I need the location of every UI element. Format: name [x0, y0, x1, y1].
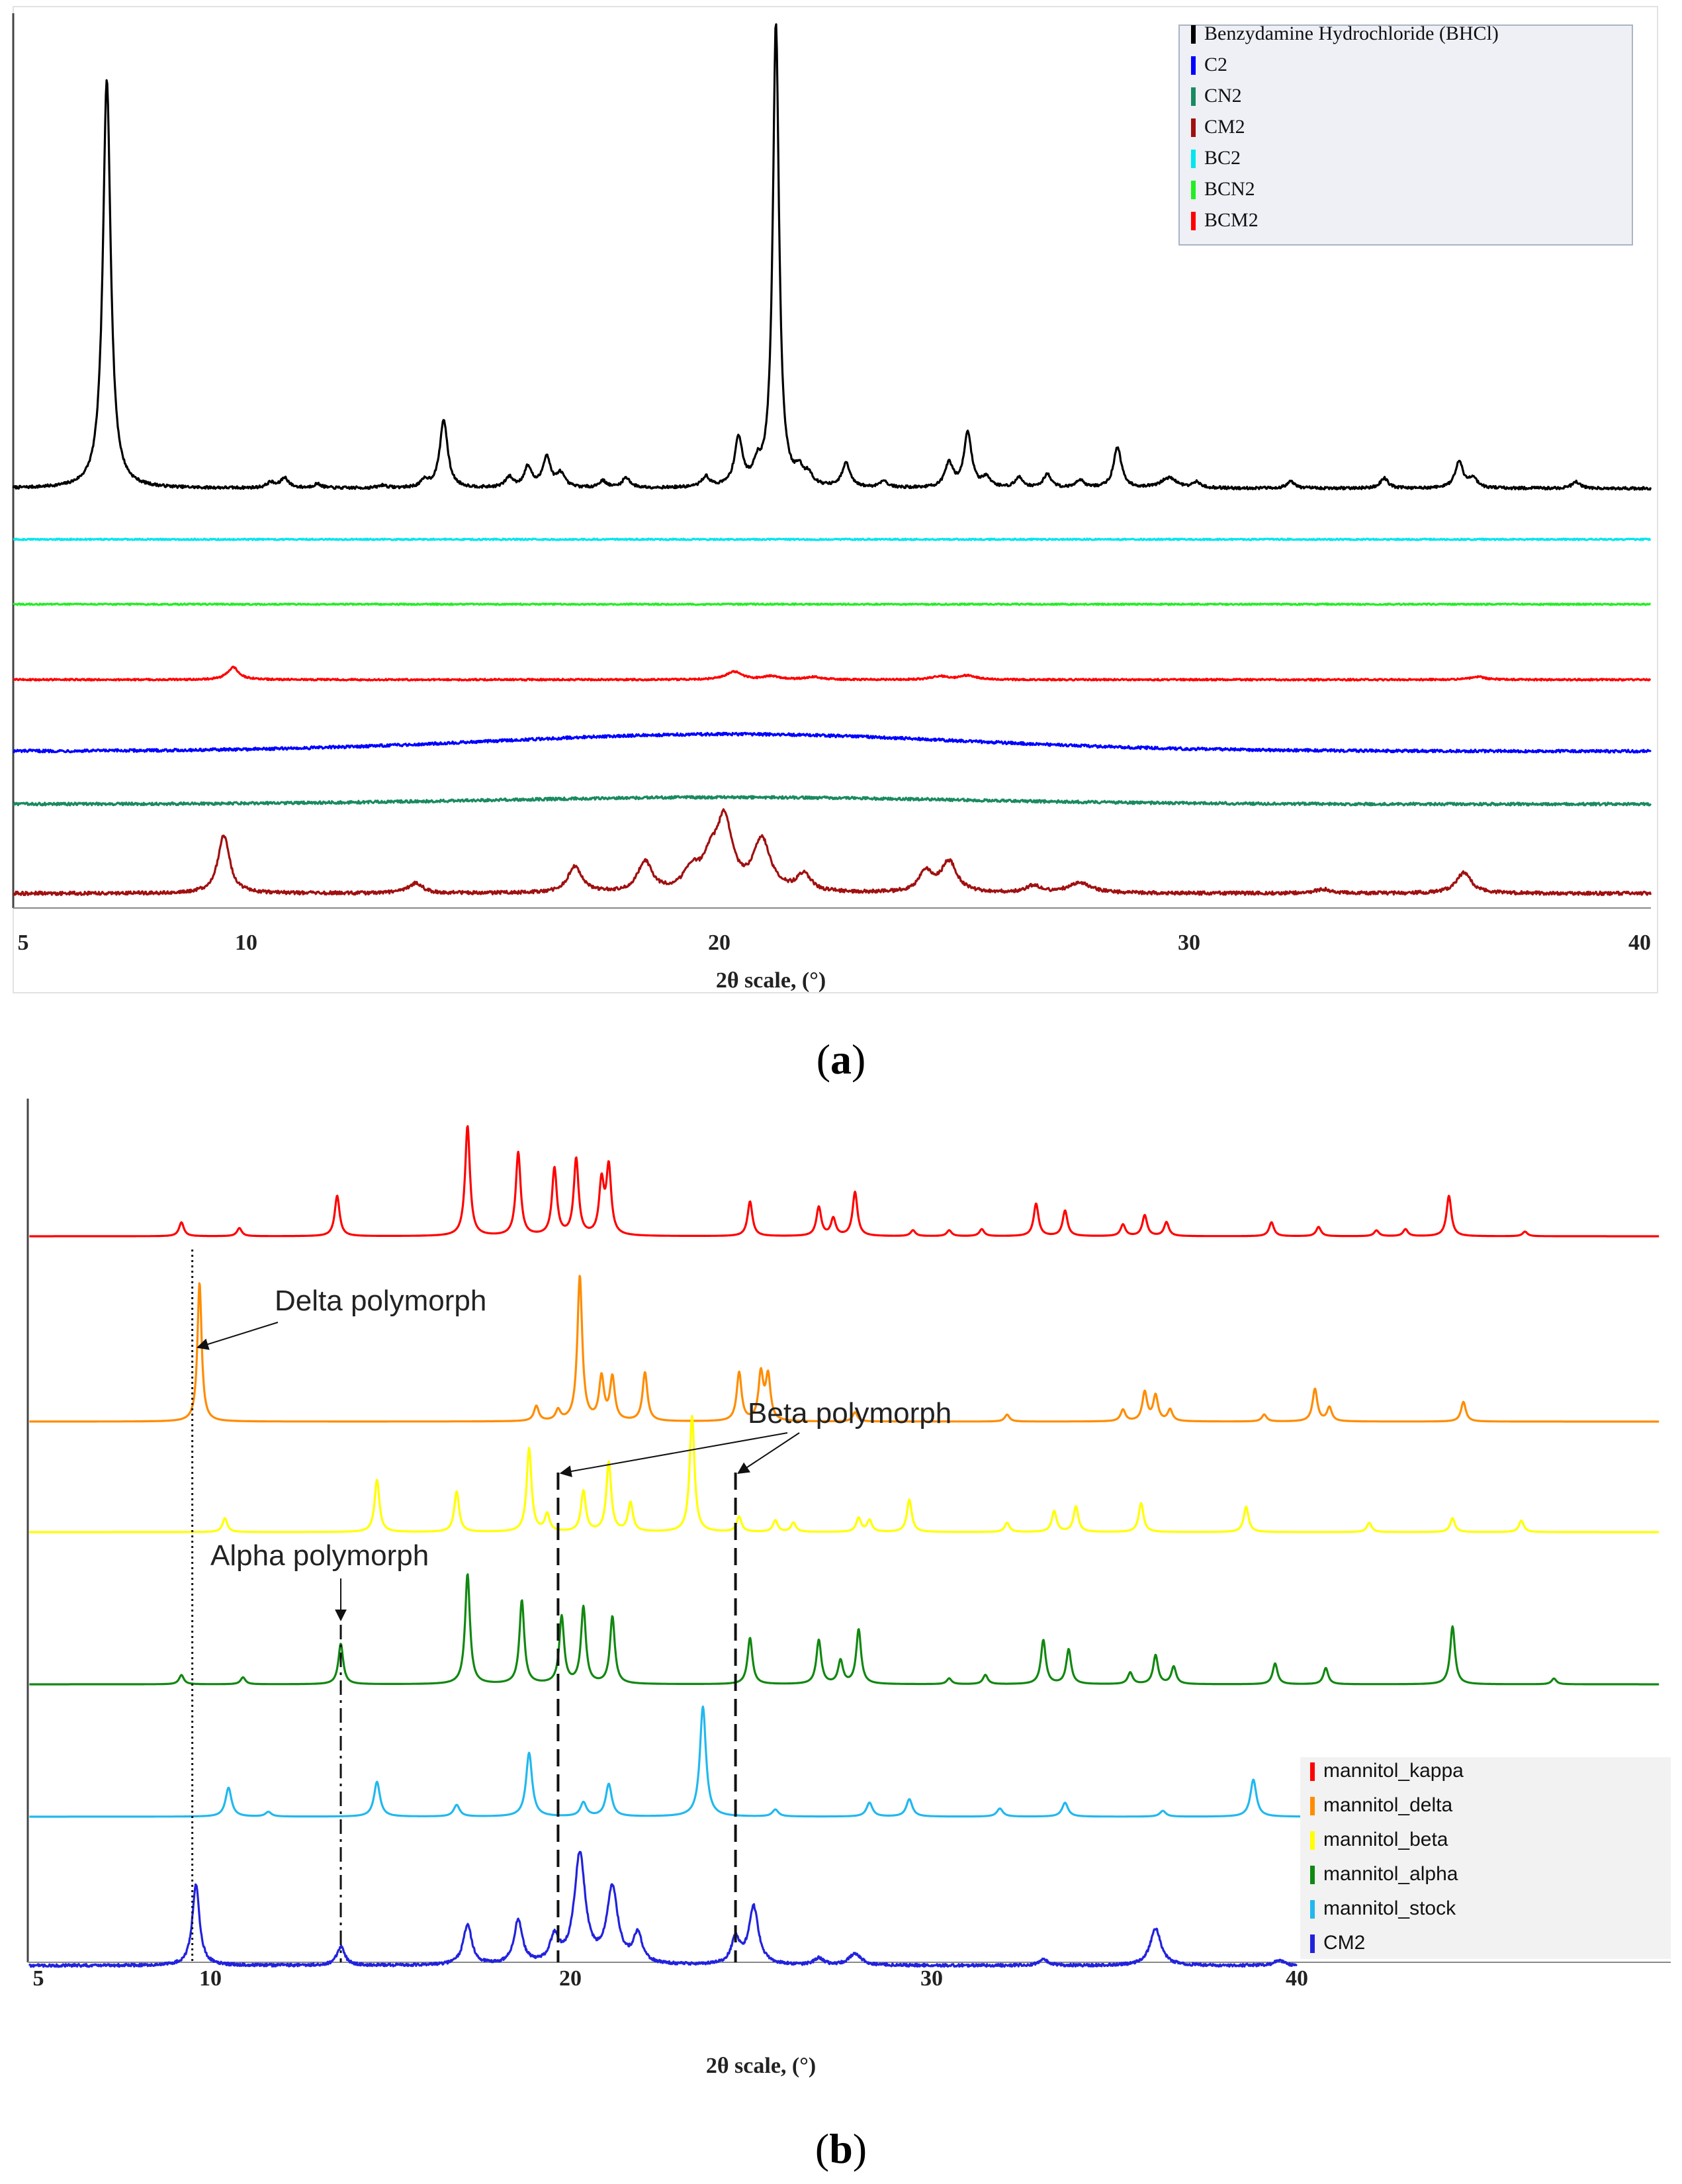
- series-bcm2-line: [12, 665, 1652, 682]
- legend-swatch: [1191, 87, 1196, 106]
- legend-entry-cm2: CM2: [1323, 1932, 1365, 1954]
- legend-entry-mannitol-beta: mannitol_beta: [1323, 1829, 1448, 1850]
- legend-entry-bcn2: BCN2: [1204, 178, 1255, 200]
- legend-entry-bcm2: BCM2: [1204, 209, 1259, 231]
- series-mannitol-kappa-line: [28, 1125, 1660, 1238]
- legend-swatch: [1191, 118, 1196, 137]
- beta-annotation-arrow-2: [737, 1432, 800, 1474]
- beta-polymorph-annotation: Beta polymorph: [748, 1397, 952, 1430]
- legend-entry-benzydamine-hydrochloride-bhcl: Benzydamine Hydrochloride (BHCl): [1204, 23, 1499, 44]
- panel-b-label: (b): [815, 2125, 867, 2172]
- panel-b-x-axis-label: 2θ scale, (°): [706, 2054, 816, 2078]
- panel-b-legend-box: [1300, 1757, 1671, 1959]
- legend-swatch: [1191, 181, 1196, 199]
- series-mannitol-beta-line: [28, 1414, 1660, 1533]
- legend-entry-mannitol-kappa: mannitol_kappa: [1323, 1760, 1464, 1782]
- legend-swatch: [1310, 1762, 1315, 1781]
- legend-swatch: [1191, 56, 1196, 75]
- legend-swatch: [1191, 25, 1196, 44]
- x-tick-label: 20: [559, 1966, 582, 1991]
- series-mannitol-alpha-line: [28, 1573, 1660, 1686]
- panel-a-x-axis-label: 2θ scale, (°): [716, 968, 826, 993]
- series-cn2-line: [13, 795, 1652, 807]
- panel-a-legend: [1178, 24, 1633, 246]
- beta-annotation-arrow-1: [559, 1432, 788, 1478]
- legend-entry-cm2: CM2: [1204, 116, 1245, 138]
- legend-entry-mannitol-alpha: mannitol_alpha: [1323, 1863, 1458, 1885]
- legend-swatch: [1310, 1831, 1315, 1850]
- legend-swatch: [1310, 1934, 1315, 1953]
- legend-swatch: [1191, 212, 1196, 230]
- delta-polymorph-annotation: Delta polymorph: [275, 1285, 486, 1317]
- legend-swatch: [1191, 150, 1196, 168]
- panel-a-plot: 5 10 20 30 40 2θ scale, (°) Benzydamine Hydr…: [12, 6, 1658, 993]
- legend-entry-cn2: CN2: [1204, 85, 1242, 107]
- legend-entry-mannitol-stock: mannitol_stock: [1323, 1897, 1456, 1919]
- series-benzydamine-hydrochloride-bhcl-line: [12, 23, 1652, 491]
- delta-annotation-arrow: [196, 1322, 279, 1350]
- legend-swatch: [1310, 1866, 1315, 1884]
- x-tick-label: 40: [1286, 1966, 1308, 1991]
- legend-entry-bc2: BC2: [1204, 147, 1241, 169]
- series-cm2-line: [28, 1850, 1298, 1968]
- series-mannitol-delta-line: [28, 1275, 1660, 1423]
- panel-b-plot: Delta polymorph Beta polymorph Alpha polym…: [26, 1099, 1671, 2078]
- legend-entry-c2: C2: [1204, 54, 1227, 75]
- legend-entry-mannitol-delta: mannitol_delta: [1323, 1794, 1452, 1816]
- x-tick-label: 20: [708, 931, 730, 955]
- series-c2-line: [13, 731, 1652, 754]
- series-bcn2-line: [13, 602, 1652, 606]
- series-bc2-line: [13, 537, 1652, 541]
- polymorph-guide-lines: [191, 1250, 737, 1962]
- x-tick-label: 10: [199, 1966, 222, 1991]
- legend-swatch: [1310, 1797, 1315, 1815]
- legend-swatch: [1310, 1900, 1315, 1919]
- panel-a-label: (a): [817, 1036, 866, 1083]
- x-tick-label: 5: [33, 1966, 44, 1991]
- x-tick-label: 5: [18, 931, 29, 955]
- x-tick-label: 10: [235, 931, 257, 955]
- x-tick-label: 30: [920, 1966, 943, 1991]
- alpha-polymorph-annotation: Alpha polymorph: [210, 1539, 429, 1572]
- x-tick-label: 30: [1178, 931, 1200, 955]
- series-cm2-line: [13, 808, 1652, 896]
- x-tick-label: 40: [1628, 931, 1651, 955]
